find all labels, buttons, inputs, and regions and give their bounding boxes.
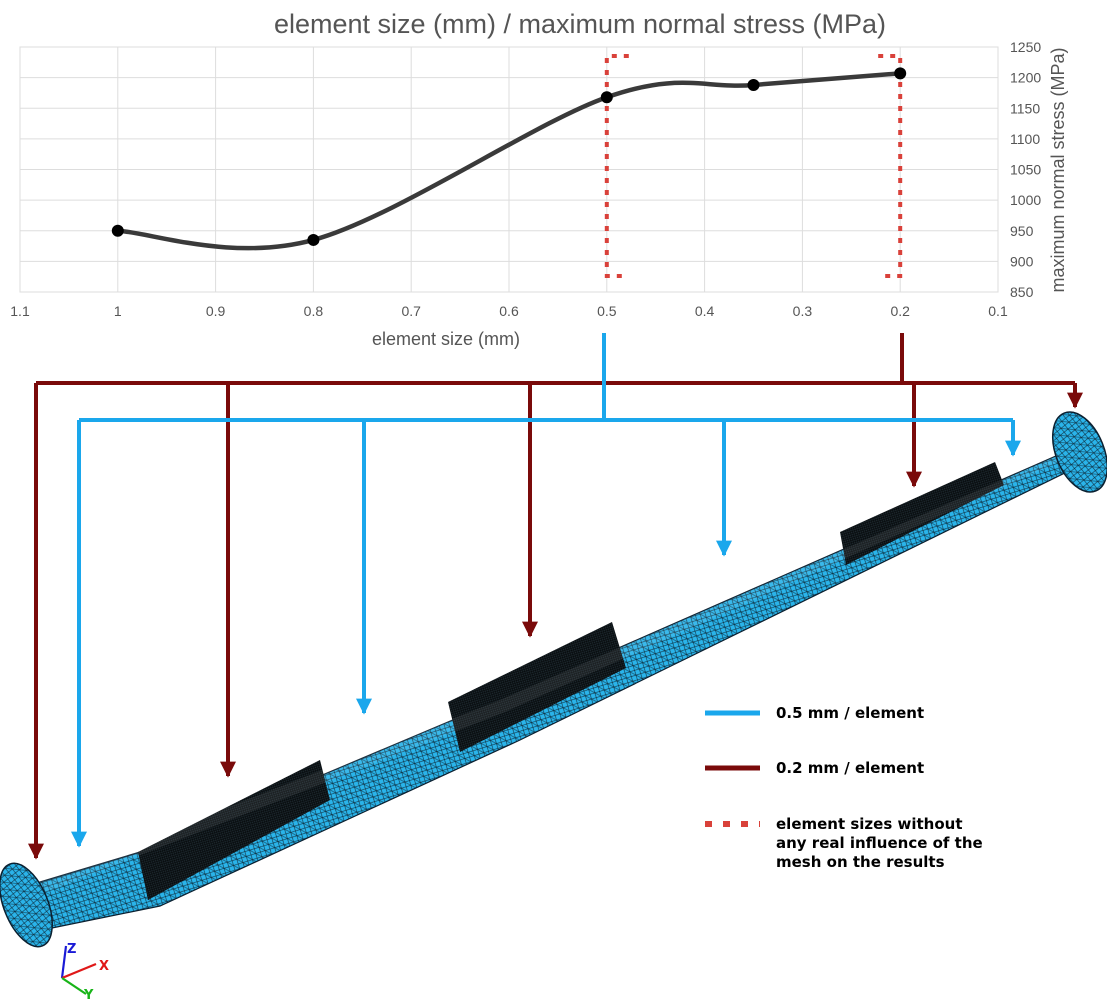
y-tick-label: 1000 [1010, 192, 1041, 208]
y-tick-label: 1100 [1010, 131, 1040, 147]
x-tick-label: 0.8 [304, 303, 324, 319]
x-tick-labels: 1.1 1 0.9 0.8 0.7 0.6 0.5 0.4 0.3 0.2 0.1 [10, 303, 1008, 319]
y-tick-label: 950 [1010, 223, 1034, 239]
meshed-beam [0, 411, 1107, 948]
x-axis-title: element size (mm) [372, 329, 520, 349]
right-end-disk [1051, 411, 1107, 493]
x-tick-label: 0.3 [793, 303, 813, 319]
bracket-path [604, 54, 629, 278]
data-point-0.8 [307, 233, 320, 246]
x-tick-label: 0.9 [206, 303, 226, 319]
mesh-region-connectors [28, 333, 1083, 860]
y-tick-label: 900 [1010, 253, 1034, 269]
stress-chart: element size (mm) / maximum normal stres… [10, 9, 1068, 349]
chart-grid [19, 46, 999, 293]
y-tick-label: 1250 [1010, 39, 1041, 55]
legend-label-dotted-line-2: any real influence of the [776, 834, 983, 852]
x-tick-label: 0.1 [988, 303, 1008, 319]
plot-frame [19, 46, 999, 293]
legend-label-dotted-line-3: mesh on the results [776, 853, 945, 871]
dark-red-connector [28, 333, 1083, 860]
blue-connector [71, 333, 1021, 848]
highlight-brackets [604, 54, 903, 278]
chart-title: element size (mm) / maximum normal stres… [274, 9, 886, 39]
bracket-0.5 [604, 54, 629, 278]
triad-y-label: Y [83, 988, 94, 1002]
legend: 0.5 mm / element 0.2 mm / element elemen… [705, 704, 983, 871]
x-tick-label: 1.1 [10, 303, 30, 319]
data-point-0.35 [747, 78, 760, 91]
y-tick-label: 1050 [1010, 162, 1041, 178]
legend-label-blue: 0.5 mm / element [776, 704, 924, 722]
fine-mesh-zone-3 [840, 462, 1004, 565]
y-tick-labels: 850 900 950 1000 1050 1100 1150 1200 1250 [1010, 39, 1041, 300]
x-tick-label: 0.6 [499, 303, 519, 319]
legend-label-dotted-line-1: element sizes without [776, 815, 963, 833]
y-axis-title: maximum normal stress (MPa) [1048, 47, 1068, 292]
legend-item-blue: 0.5 mm / element [705, 704, 924, 722]
beam-shaft [29, 451, 1076, 931]
x-tick-label: 0.2 [890, 303, 910, 319]
data-points [111, 67, 907, 246]
legend-item-dark-red: 0.2 mm / element [705, 759, 924, 777]
left-end-disk [0, 862, 53, 948]
data-point-0.5 [600, 91, 613, 104]
y-tick-label: 1150 [1010, 100, 1040, 116]
fine-mesh-zone-2 [448, 622, 626, 752]
bracket-path [878, 54, 903, 278]
y-tick-label: 1200 [1010, 70, 1041, 86]
data-point-1 [111, 224, 124, 237]
triad-z-label: Z [67, 942, 76, 957]
data-point-0.2 [894, 67, 907, 80]
fine-mesh-zone-1 [138, 760, 330, 900]
x-tick-label: 0.5 [597, 303, 617, 319]
coordinate-triad-icon: Z X Y [60, 942, 109, 1002]
bracket-0.2 [878, 54, 903, 278]
y-tick-label: 850 [1010, 284, 1034, 300]
stress-curve [115, 71, 903, 251]
x-tick-label: 1 [114, 303, 122, 319]
triad-x-label: X [99, 959, 109, 974]
x-tick-label: 0.7 [401, 303, 421, 319]
legend-label-dark-red: 0.2 mm / element [776, 759, 924, 777]
legend-item-dotted: element sizes without any real influence… [705, 815, 983, 871]
x-tick-label: 0.4 [695, 303, 715, 319]
